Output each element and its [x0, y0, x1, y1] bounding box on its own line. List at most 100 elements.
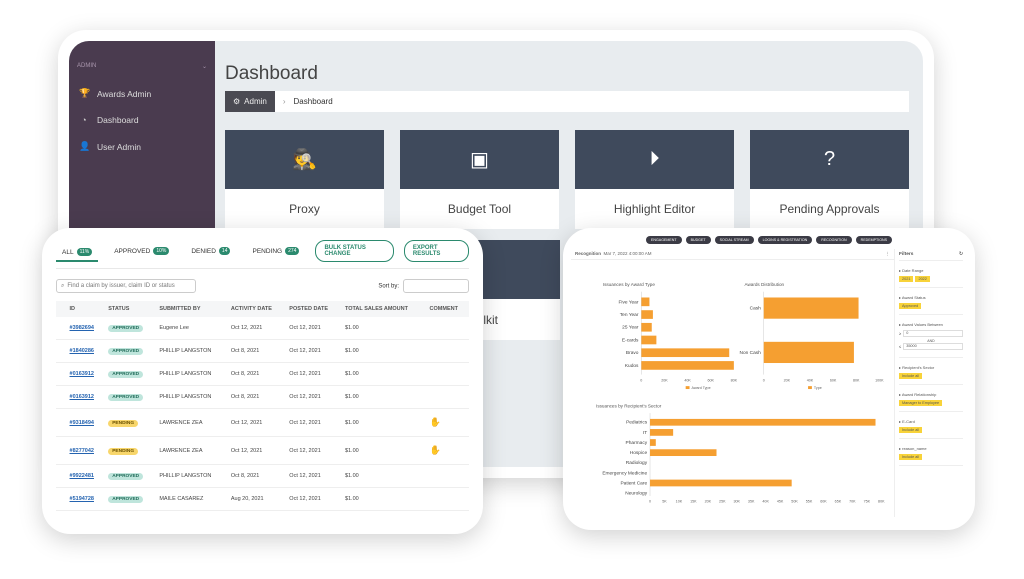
tab-label: PENDING: [252, 247, 283, 255]
chevron-icon[interactable]: ⌄: [201, 64, 207, 70]
sidebar-item-awards-admin[interactable]: 🏆 Awards Admin: [69, 80, 215, 107]
column-header[interactable]: COMMENT: [425, 301, 469, 317]
tab-all[interactable]: ALL 11%: [56, 248, 99, 262]
card-label: Highlight Editor: [575, 189, 734, 229]
filters-panel: Filters ↻ ▸ Date Range 2021 2022 ▸ Award Sta…: [895, 249, 967, 517]
options-icon[interactable]: ⋮: [885, 251, 891, 256]
comment-cell: [425, 362, 469, 386]
bar: [641, 361, 734, 370]
export-results-button[interactable]: EXPORT RESULTS: [403, 240, 469, 262]
card-pending-approvals[interactable]: ? Pending Approvals: [750, 130, 909, 229]
table-row[interactable]: #5194728 APPROVED MAILE CASAREZ Aug 20, …: [56, 487, 469, 511]
category-label: Kudos: [625, 363, 639, 369]
claim-id-link[interactable]: #0163912: [69, 371, 94, 377]
column-header[interactable]: ID: [65, 301, 105, 317]
column-header[interactable]: SUBMITTED BY: [155, 301, 227, 317]
analytics-tab[interactable]: LOGINS & REGISTRATION: [757, 236, 813, 244]
hand-icon[interactable]: ✋: [429, 417, 441, 427]
filter-block[interactable]: ▸ reason_name Include all: [899, 443, 963, 466]
card-proxy[interactable]: 🕵 Proxy: [225, 130, 384, 229]
bulk-status-change-button[interactable]: BULK STATUS CHANGE: [315, 240, 394, 262]
filter-label-text: Recipient's Sector: [902, 365, 935, 370]
tab-label: ALL: [62, 248, 74, 256]
breadcrumb: ⚙ Admin › Dashboard: [225, 91, 909, 112]
column-header[interactable]: STATUS: [104, 301, 156, 317]
table-row[interactable]: #0163912 APPROVED PHILLIP LANGSTON Oct 8…: [56, 385, 469, 409]
category-label: E-cards: [622, 337, 639, 343]
filter-chip[interactable]: Include all: [899, 427, 923, 433]
claim-id-link[interactable]: #1840286: [69, 348, 94, 354]
status-cell: APPROVED: [104, 385, 156, 409]
sidebar-item-dashboard[interactable]: ◔ Dashboard: [69, 107, 215, 133]
filter-block[interactable]: ▸ Date Range 2021 2022: [899, 265, 963, 288]
table-row[interactable]: #0163912 APPROVED PHILLIP LANGSTON Oct 8…: [56, 362, 469, 386]
filter-chip[interactable]: 2021: [899, 276, 914, 282]
sidebar-item-user-admin[interactable]: 👤 User Admin: [69, 133, 215, 160]
filter-block[interactable]: ▸ Award Status Approved: [899, 292, 963, 315]
card-budget-tool[interactable]: ▣ Budget Tool: [400, 130, 559, 229]
filter-chip[interactable]: Include all: [899, 373, 923, 379]
refresh-icon[interactable]: ↻: [958, 252, 963, 257]
breadcrumb-home[interactable]: ⚙ Admin: [225, 91, 275, 112]
header-checkbox[interactable]: [56, 301, 66, 317]
claim-id-link[interactable]: #9318494: [69, 419, 94, 426]
filter-block[interactable]: ▸ Recipient's Sector Include all: [899, 362, 963, 385]
row-checkbox[interactable]: [56, 436, 66, 465]
table-row[interactable]: #3982694 APPROVED Eugene Lee Oct 12, 202…: [56, 317, 469, 340]
analytics-tab[interactable]: RECOGNITION: [816, 236, 852, 244]
row-checkbox[interactable]: [56, 339, 66, 363]
claim-id-link[interactable]: #8277042: [69, 447, 94, 454]
count-badge: 11%: [76, 248, 93, 256]
search-input[interactable]: ⌕ Find a claim by issuer, claim ID or sta…: [56, 279, 196, 293]
table-row[interactable]: #9318494 PENDING LAWRENCE ZEA Oct 12, 20…: [56, 408, 469, 437]
hand-icon[interactable]: ✋: [429, 445, 441, 455]
filter-chip[interactable]: Include all: [899, 454, 923, 460]
row-checkbox[interactable]: [56, 464, 66, 488]
bar: [650, 429, 674, 436]
filter-block[interactable]: ▸ Award Values Between ≥ 0 AND ≤ 35000: [899, 319, 963, 358]
filter-chip[interactable]: Approved: [899, 303, 922, 309]
card-highlight-editor[interactable]: ⏵ Highlight Editor: [575, 130, 734, 229]
claim-id-link[interactable]: #0163912: [69, 394, 94, 400]
status-badge: PENDING: [108, 419, 139, 427]
sort-label: Sort by:: [378, 283, 399, 290]
analytics-tab[interactable]: SOCIAL STREAM: [714, 236, 754, 244]
analytics-tab[interactable]: BUDGET: [685, 236, 711, 244]
row-checkbox[interactable]: [56, 385, 66, 409]
tab-denied[interactable]: DENIED 14: [185, 247, 236, 255]
row-checkbox[interactable]: [56, 362, 66, 386]
posted-date-cell: Oct 12, 2021: [285, 487, 341, 511]
column-header[interactable]: ACTIVITY DATE: [226, 301, 286, 317]
claim-id-cell: #0163912: [65, 385, 105, 409]
filter-chip[interactable]: Manager to Employee: [899, 400, 943, 406]
sort-select[interactable]: [403, 279, 469, 293]
amount-cell: $1.00: [340, 339, 426, 363]
tick-label: 0: [763, 378, 765, 382]
claim-id-link[interactable]: #5194728: [69, 496, 94, 502]
table-row[interactable]: #1840286 APPROVED PHILLIP LANGSTON Oct 8…: [56, 339, 469, 363]
row-checkbox[interactable]: [56, 408, 66, 437]
analytics-tab[interactable]: REDEMPTIONS: [855, 236, 892, 244]
claim-id-link[interactable]: #3982694: [69, 325, 94, 331]
filter-label-text: Award Status: [901, 295, 926, 300]
filter-label: ▸ reason_name: [899, 446, 927, 451]
filter-label: ▸ Award Status: [899, 295, 926, 300]
claim-id-link[interactable]: #9922481: [69, 473, 94, 479]
analytics-tab[interactable]: ENGAGEMENT: [646, 236, 682, 244]
table-row[interactable]: #9922481 APPROVED PHILLIP LANGSTON Oct 8…: [56, 464, 469, 488]
filter-block[interactable]: ▸ Award Relationship Manager to Employee: [899, 389, 963, 412]
row-checkbox[interactable]: [56, 317, 66, 340]
tab-pending[interactable]: PENDING 274: [246, 247, 305, 255]
filter-block[interactable]: ▸ E-Card Include all: [899, 416, 963, 439]
filter-chip[interactable]: 2022: [915, 276, 930, 282]
column-header[interactable]: TOTAL SALES AMOUNT: [340, 301, 426, 317]
range-to-input[interactable]: 35000: [903, 343, 963, 350]
column-header[interactable]: POSTED DATE: [285, 301, 341, 317]
question-icon: ?: [750, 130, 909, 189]
table-row[interactable]: #8277042 PENDING LAWRENCE ZEA Oct 12, 20…: [56, 436, 469, 465]
charts-canvas: Issuances by Award Type Five Year Ten Year…: [596, 282, 885, 504]
tab-approved[interactable]: APPROVED 10%: [108, 247, 175, 255]
range-from-input[interactable]: 0: [903, 330, 963, 337]
tick-label: 45K: [777, 500, 784, 504]
row-checkbox[interactable]: [56, 487, 66, 511]
